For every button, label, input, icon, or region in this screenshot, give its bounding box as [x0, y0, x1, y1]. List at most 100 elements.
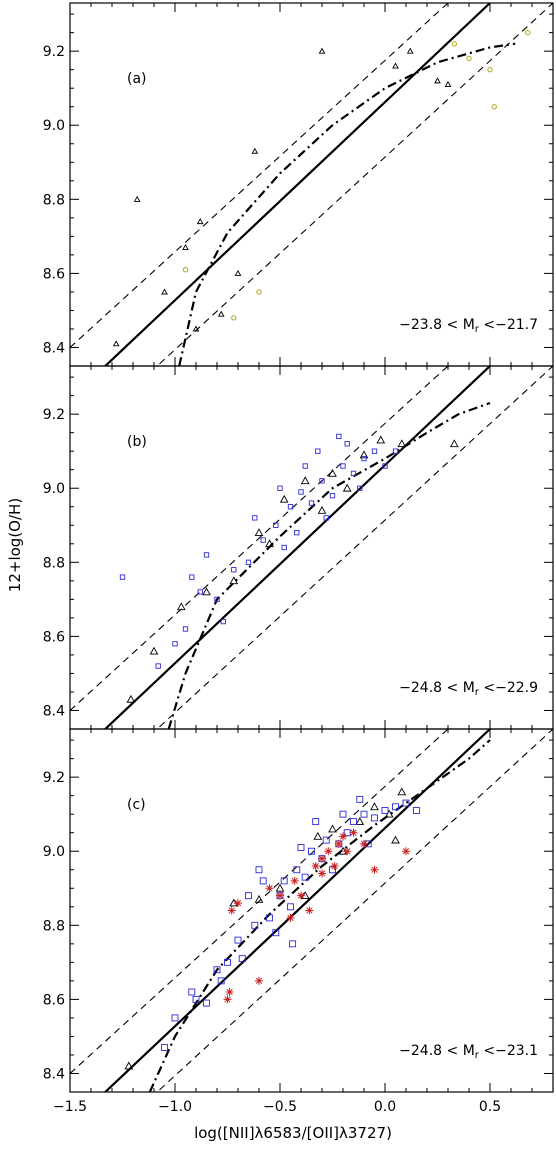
square-point: [214, 596, 220, 603]
square-point: [360, 810, 368, 818]
square-point: [277, 485, 283, 491]
triangle-point: [161, 288, 168, 295]
star-point: [305, 906, 314, 915]
star-point: [330, 862, 339, 871]
square-point: [301, 873, 309, 881]
panel-label: (a): [127, 71, 147, 87]
triangle-point: [133, 195, 141, 202]
square-point: [172, 641, 178, 647]
square-point: [192, 995, 200, 1003]
fit-line-solid: [103, 729, 491, 1092]
star-point: [225, 987, 234, 996]
y-tick-label: 8.4: [43, 1066, 65, 1082]
triangle-point: [355, 817, 365, 825]
y-tick-label: 9.0: [43, 118, 65, 134]
square-point: [344, 441, 350, 447]
triangle-point: [279, 494, 289, 503]
panel-frame: [69, 2, 554, 367]
fit-line-solid: [103, 3, 491, 366]
square-point: [371, 448, 378, 454]
square-point: [260, 537, 266, 543]
y-tick-label: 9.0: [43, 481, 65, 497]
star-point: [255, 976, 263, 985]
square-point: [319, 478, 325, 484]
model-line-dashdot: [148, 739, 491, 1092]
square-point: [381, 807, 389, 814]
x-tick-label: −0.5: [263, 1099, 297, 1115]
square-point: [382, 463, 388, 469]
square-point: [329, 492, 336, 499]
square-point: [234, 936, 242, 944]
star-point: [276, 891, 284, 900]
square-point: [413, 807, 420, 814]
triangle-point: [376, 435, 386, 444]
square-point: [336, 433, 342, 440]
triangle-point: [406, 47, 414, 54]
fit-line-dashed-upper: [70, 366, 449, 711]
circle-point: [487, 67, 493, 73]
square-point: [171, 1014, 179, 1022]
y-tick-label: 9.0: [43, 844, 65, 860]
square-point: [197, 589, 203, 595]
triangle-point: [192, 325, 200, 332]
x-tick-label: 0.5: [479, 1099, 501, 1115]
star-point: [324, 847, 333, 856]
square-point: [329, 866, 336, 874]
square-point: [281, 544, 287, 551]
square-point: [297, 844, 305, 851]
square-point: [252, 515, 258, 521]
square-point: [155, 663, 161, 669]
circle-point: [231, 315, 237, 321]
square-point: [339, 810, 347, 818]
triangle-point: [313, 831, 323, 840]
fit-line-dashed-lower: [156, 366, 553, 729]
y-axis-label: 12+log(O/H): [6, 498, 24, 592]
square-point: [245, 892, 252, 900]
triangle-point: [370, 802, 379, 811]
square-point: [298, 489, 304, 495]
star-point: [223, 995, 232, 1004]
panels: 8.48.68.89.09.2(a)−23.8 < Mr <−21.78.48.…: [43, 2, 554, 1115]
square-point: [238, 955, 246, 963]
triangle-point: [328, 824, 337, 833]
plot-area: [70, 3, 553, 366]
star-point: [370, 865, 379, 874]
square-point: [231, 567, 237, 573]
model-line-dashdot: [167, 401, 491, 729]
fit-line-dashed-lower: [156, 3, 553, 366]
y-tick-label: 8.4: [43, 340, 65, 356]
circle-point: [525, 29, 531, 36]
square-point: [294, 530, 300, 536]
triangle-point: [149, 646, 159, 655]
square-point: [188, 988, 196, 996]
triangle-point: [434, 77, 441, 84]
fit-line-dashed-upper: [70, 3, 449, 348]
triangle-point: [318, 47, 326, 54]
square-point: [323, 515, 329, 521]
square-point: [272, 929, 280, 937]
plot-area: [70, 729, 553, 1092]
triangle-point: [196, 218, 204, 225]
triangle-point: [265, 539, 274, 548]
triangle-point: [391, 835, 400, 844]
triangle-point: [444, 80, 452, 88]
star-point: [297, 891, 305, 900]
triangle-point: [317, 505, 327, 514]
square-point: [289, 940, 297, 948]
square-point: [251, 921, 259, 929]
y-tick-label: 8.8: [43, 555, 65, 571]
triangle-point: [202, 587, 211, 596]
triangle-point: [397, 439, 407, 448]
triangle-point: [234, 269, 242, 276]
triangle-point: [359, 450, 369, 459]
triangle-point: [126, 694, 136, 703]
y-tick-label: 9.2: [43, 44, 65, 60]
square-point: [217, 977, 225, 985]
panel-b: 8.4 8.6 8.8 9.0 9.2 (b) −24.8 < Mr <−22.9: [43, 365, 554, 730]
square-point: [189, 574, 195, 580]
star-point: [286, 913, 295, 922]
square-point: [371, 814, 378, 822]
square-point: [245, 559, 252, 565]
square-point: [361, 455, 367, 462]
